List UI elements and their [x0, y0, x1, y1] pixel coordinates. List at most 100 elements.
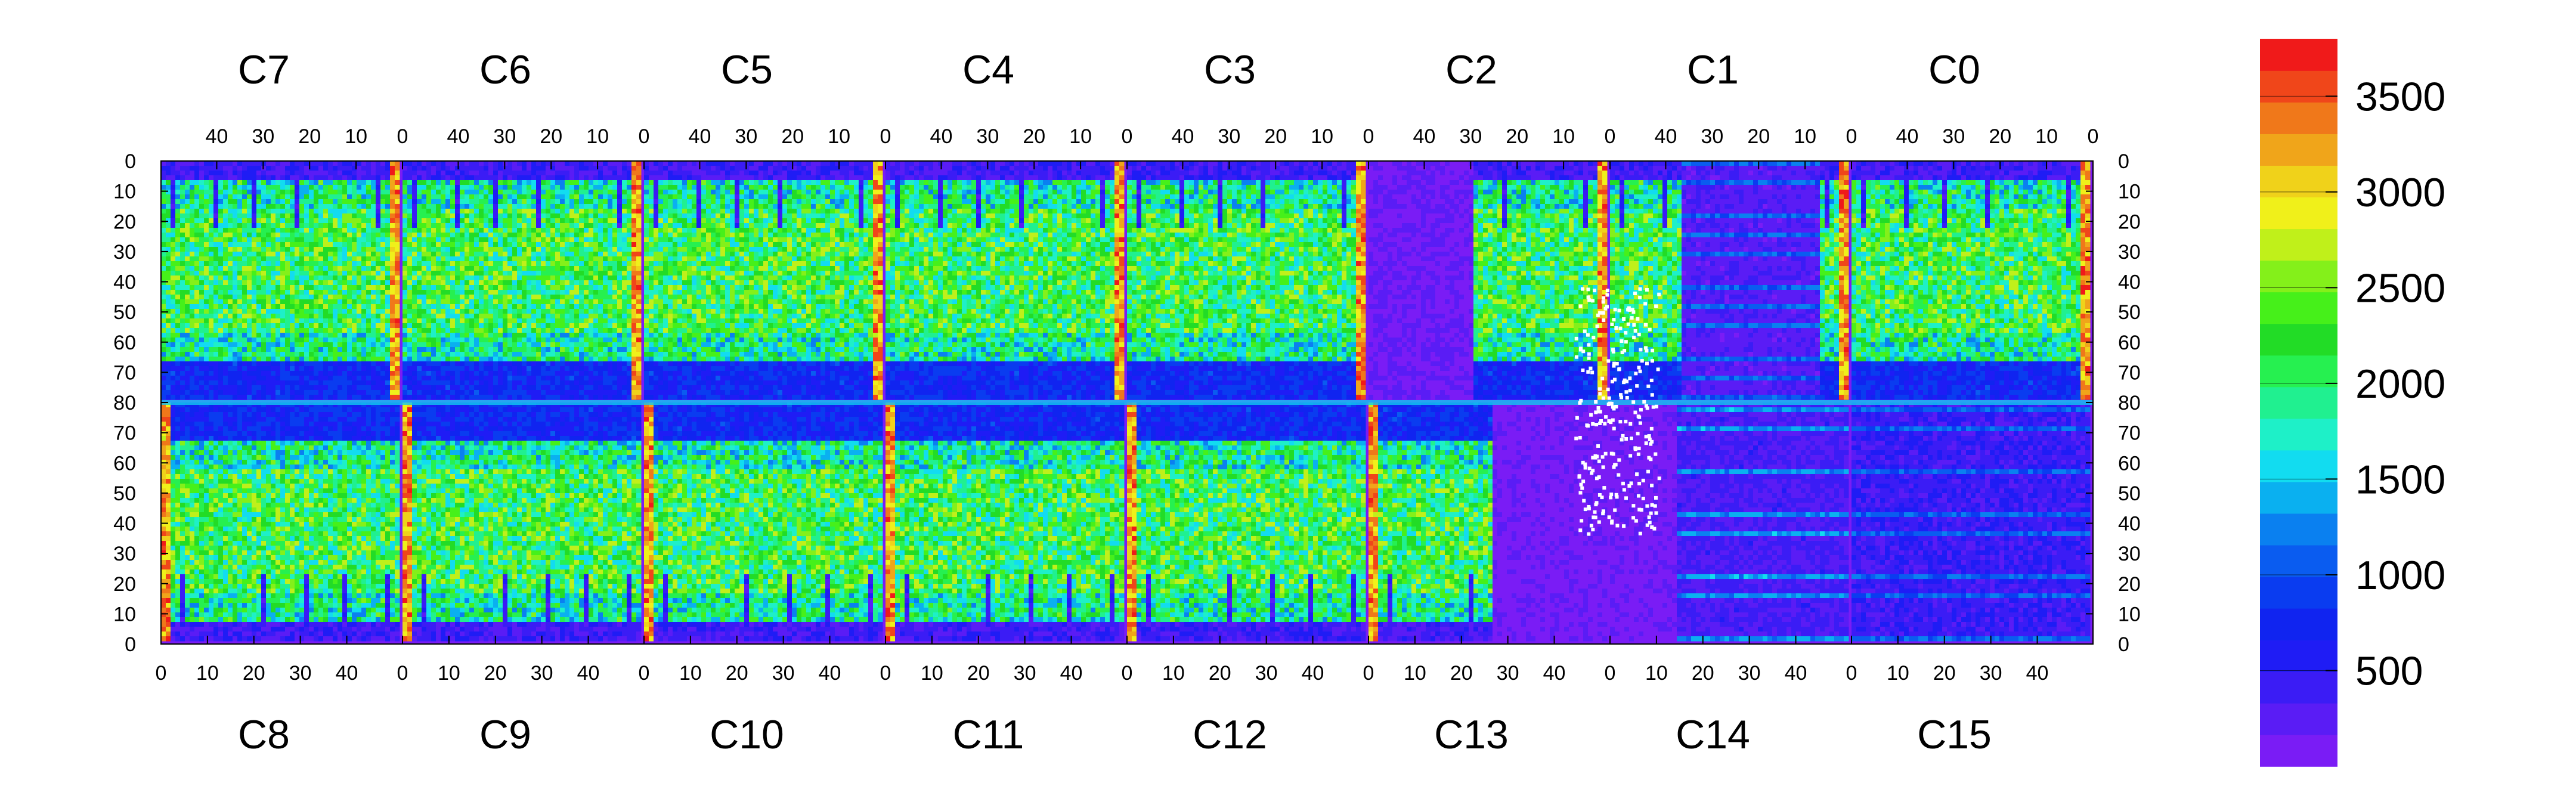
- heat-cell: [209, 522, 214, 527]
- heat-cell: [161, 431, 166, 436]
- heat-cell: [209, 422, 214, 427]
- heat-cell: [185, 536, 190, 541]
- heat-cell: [290, 295, 295, 300]
- heat-cell: [171, 431, 176, 436]
- heat-cell: [304, 546, 309, 551]
- heat-cell: [309, 569, 314, 575]
- heat-cell: [347, 338, 352, 343]
- heat-cell: [318, 247, 324, 252]
- heat-cell: [328, 290, 333, 295]
- heat-cell: [175, 617, 181, 623]
- heat-cell: [299, 218, 305, 224]
- heat-cell: [171, 223, 176, 228]
- heat-cell: [161, 271, 166, 276]
- heat-cell: [171, 209, 176, 214]
- heat-cell: [309, 417, 314, 422]
- heat-cell: [247, 555, 252, 561]
- heat-cell: [290, 593, 295, 599]
- heat-cell: [376, 371, 381, 376]
- heat-cell: [333, 488, 338, 494]
- heat-cell: [333, 517, 338, 522]
- heat-cell: [395, 380, 400, 386]
- heat-cell: [180, 469, 185, 475]
- heat-cell: [209, 574, 214, 580]
- heat-cell: [266, 256, 271, 262]
- heat-cell: [314, 598, 319, 603]
- heat-cell: [271, 617, 276, 623]
- heat-cell: [328, 574, 333, 580]
- heat-cell: [194, 299, 200, 305]
- heat-cell: [180, 295, 185, 300]
- heat-cell: [338, 185, 343, 190]
- heat-cell: [352, 204, 357, 209]
- heat-cell: [252, 560, 257, 565]
- heat-cell: [328, 636, 333, 642]
- heat-cell: [314, 309, 319, 314]
- heat-cell: [357, 361, 362, 367]
- heat-cell: [175, 474, 181, 479]
- heat-cell: [328, 352, 333, 357]
- heat-cell: [233, 357, 238, 362]
- heat-cell: [295, 593, 300, 599]
- heat-cell: [280, 361, 286, 367]
- heat-cell: [242, 237, 247, 243]
- heat-cell: [256, 318, 262, 324]
- heat-cell: [314, 261, 319, 267]
- heat-cell: [333, 431, 338, 436]
- heat-cell: [161, 380, 166, 386]
- heat-cell: [323, 426, 329, 432]
- heat-cell: [371, 209, 376, 214]
- heat-cell: [314, 314, 319, 319]
- heat-cell: [185, 479, 190, 484]
- heat-cell: [242, 631, 247, 637]
- heat-cell: [275, 426, 281, 432]
- heat-cell: [385, 342, 391, 348]
- heat-cell: [299, 171, 305, 176]
- heat-cell: [223, 194, 228, 200]
- heat-cell: [213, 223, 219, 228]
- heat-cell: [295, 275, 300, 281]
- heat-cell: [233, 228, 238, 233]
- heat-cell: [323, 380, 329, 386]
- heat-cell: [333, 166, 338, 171]
- heat-cell: [247, 422, 252, 427]
- heat-cell: [256, 555, 262, 561]
- heat-cell: [237, 314, 243, 319]
- heat-cell: [318, 180, 324, 185]
- heat-cell: [304, 280, 309, 286]
- heat-cell: [304, 560, 309, 565]
- heat-cell: [333, 271, 338, 276]
- heat-cell: [237, 455, 243, 460]
- heat-cell: [390, 299, 395, 305]
- heat-cell: [295, 560, 300, 565]
- heat-cell: [275, 450, 281, 456]
- heat-cell: [323, 488, 329, 494]
- heat-cell: [275, 323, 281, 329]
- heat-cell: [338, 352, 343, 357]
- heat-cell: [295, 536, 300, 541]
- heat-cell: [285, 465, 290, 470]
- heat-cell: [290, 550, 295, 556]
- heat-cell: [180, 352, 185, 357]
- heat-cell: [161, 450, 166, 456]
- heat-cell: [280, 503, 286, 508]
- heat-cell: [228, 347, 233, 352]
- heat-cell: [290, 426, 295, 432]
- heat-cell: [199, 314, 205, 319]
- heat-cell: [261, 242, 267, 247]
- heat-cell: [194, 352, 200, 357]
- heat-cell: [314, 479, 319, 484]
- heat-cell: [252, 304, 257, 309]
- heat-cell: [194, 541, 200, 546]
- heat-cell: [390, 180, 395, 185]
- heat-cell: [237, 531, 243, 537]
- heat-cell: [295, 522, 300, 527]
- heat-cell: [285, 522, 290, 527]
- heat-cell: [223, 275, 228, 281]
- heat-cell: [390, 395, 395, 400]
- heat-cell: [309, 390, 314, 395]
- heat-cell: [256, 190, 262, 195]
- heat-cell: [233, 589, 238, 594]
- heat-cell: [309, 450, 314, 456]
- heat-cell: [237, 412, 243, 417]
